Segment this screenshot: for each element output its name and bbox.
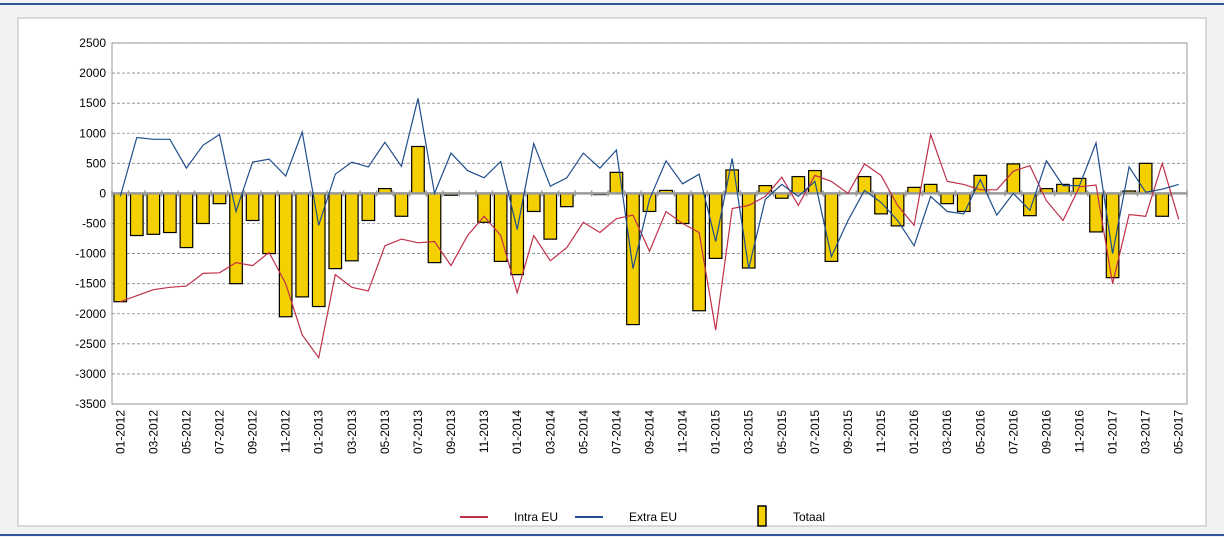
x-tick-label: 11-2016 [1073, 410, 1087, 453]
legend-label: Extra EU [629, 510, 677, 524]
x-tick-label: 09-2015 [841, 410, 855, 454]
bar [129, 192, 144, 237]
bar [295, 192, 310, 298]
bar [973, 174, 988, 195]
bar [956, 192, 971, 213]
x-tick-label: 07-2012 [213, 410, 227, 454]
bar [1006, 163, 1021, 195]
x-tick-label: 07-2015 [808, 410, 822, 454]
x-tick-label: 11-2012 [279, 410, 293, 453]
bar [361, 192, 376, 222]
x-tick-label: 09-2016 [1039, 410, 1053, 454]
x-tick-label: 05-2012 [179, 410, 193, 454]
bar [741, 192, 756, 269]
bar [1138, 162, 1153, 195]
x-tick-label: 07-2014 [609, 410, 623, 454]
x-tick-label: 11-2014 [676, 410, 690, 453]
x-tick-label: 09-2013 [444, 410, 458, 454]
bar [229, 192, 243, 285]
x-tick-label: 05-2013 [378, 410, 392, 454]
y-tick-label: -3500 [75, 397, 106, 411]
x-tick-label: 07-2013 [411, 410, 425, 454]
bar [1155, 192, 1170, 217]
bar [874, 192, 888, 215]
bar [262, 192, 277, 255]
x-tick-label: 01-2012 [113, 410, 127, 454]
legend-label: Intra EU [514, 510, 558, 524]
x-tick-label: 03-2014 [543, 410, 557, 454]
x-tick-label: 07-2016 [1006, 410, 1020, 454]
x-tick-label: 09-2014 [643, 410, 657, 454]
bar [940, 192, 955, 205]
bar [427, 192, 442, 264]
x-tick-label: 05-2015 [775, 410, 789, 454]
bar [692, 192, 706, 312]
y-tick-label: 2500 [79, 36, 106, 50]
line-series [119, 98, 1179, 269]
x-tick-label: 03-2012 [146, 410, 160, 454]
x-tick-label: 03-2017 [1139, 410, 1153, 454]
x-tick-label: 01-2013 [312, 410, 326, 454]
x-tick-label: 01-2015 [709, 410, 723, 454]
bar [411, 145, 425, 195]
x-tick-label: 03-2015 [742, 410, 756, 454]
x-tick-label: 09-2012 [246, 410, 260, 454]
line-series [120, 132, 1180, 360]
bar [791, 175, 806, 195]
y-tick-label: 2000 [79, 66, 106, 80]
x-tick-label: 11-2013 [477, 410, 491, 453]
y-tick-label: -2000 [75, 307, 106, 321]
y-tick-label: -1000 [75, 247, 106, 261]
legend-label: Totaal [793, 510, 825, 524]
x-tick-label: 03-2013 [345, 410, 359, 454]
bar [163, 192, 177, 234]
y-tick-label: 0 [99, 186, 106, 200]
x-tick-label: 01-2014 [510, 410, 524, 454]
x-tick-label: 03-2016 [940, 410, 954, 454]
y-tick-label: -3000 [75, 367, 106, 381]
bar [559, 192, 574, 208]
bar [543, 192, 558, 240]
bar [824, 192, 839, 263]
y-tick-label: -2500 [75, 337, 106, 351]
bar [179, 192, 194, 249]
y-tick-label: 1000 [79, 126, 106, 140]
bar [196, 192, 210, 225]
x-tick-label: 05-2017 [1172, 410, 1186, 454]
x-tick-label: 01-2016 [907, 410, 921, 454]
bar [923, 183, 938, 195]
x-tick-label: 01-2017 [1106, 410, 1120, 454]
x-tick-label: 05-2016 [973, 410, 987, 454]
y-tick-label: 1500 [79, 96, 106, 110]
bar [477, 192, 492, 223]
bar [675, 192, 690, 225]
x-tick-label: 11-2015 [874, 410, 888, 453]
bar [113, 192, 128, 303]
y-tick-label: 500 [86, 156, 106, 170]
x-tick-label: 05-2014 [576, 410, 590, 454]
bar [245, 192, 260, 222]
bar [146, 192, 161, 235]
bar [212, 192, 227, 205]
y-tick-label: -500 [82, 217, 106, 231]
bar [394, 192, 409, 217]
y-tick-label: -1500 [75, 277, 106, 291]
legend-swatch [757, 505, 767, 527]
bar [642, 192, 657, 213]
bar [626, 192, 640, 326]
bar [344, 192, 359, 262]
bar [526, 192, 541, 213]
bar [328, 192, 343, 270]
